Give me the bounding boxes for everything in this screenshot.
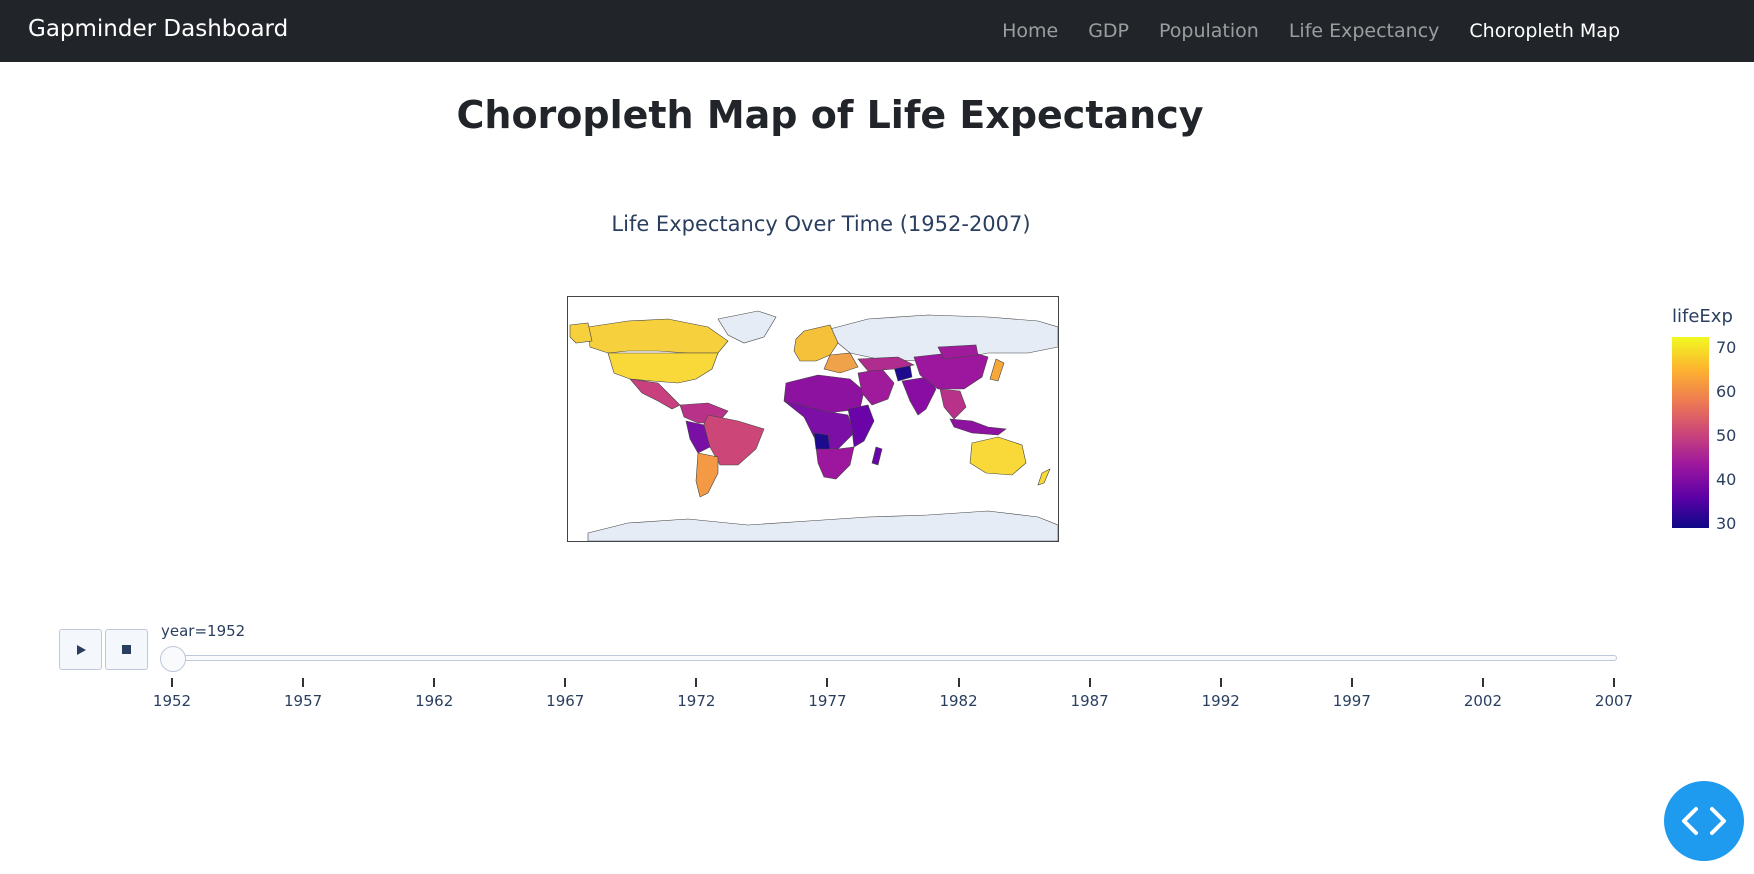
year-tick-mark	[433, 678, 436, 687]
year-tick-mark	[302, 678, 305, 687]
year-tick-label[interactable]: 1972	[677, 692, 716, 710]
country-middle-east[interactable]	[857, 368, 895, 406]
world-map-svg	[569, 310, 1058, 541]
play-button[interactable]	[59, 629, 102, 670]
play-icon	[76, 644, 86, 655]
page-title: Choropleth Map of Life Expectancy	[456, 93, 1204, 137]
country-peru-bolivia[interactable]	[685, 420, 711, 454]
nav-link-population[interactable]: Population	[1159, 20, 1259, 42]
year-tick-label[interactable]: 1962	[415, 692, 454, 710]
country-europe[interactable]	[793, 324, 839, 362]
year-tick-mark	[957, 678, 960, 687]
country-russia[interactable]	[829, 314, 1058, 362]
slider-current-value: year=1952	[161, 622, 246, 640]
country-australia[interactable]	[969, 436, 1027, 476]
country-new-zealand[interactable]	[1037, 468, 1051, 486]
year-tick-label[interactable]: 1957	[283, 692, 323, 710]
top-navbar: Gapminder Dashboard Home GDP Population …	[0, 0, 1754, 62]
country-southern-africa[interactable]	[815, 446, 855, 480]
year-tick-label[interactable]: 2002	[1463, 692, 1502, 710]
year-tick-mark	[826, 678, 829, 687]
colorbar	[1672, 337, 1709, 528]
year-tick-label[interactable]: 1987	[1070, 692, 1109, 710]
year-tick-label[interactable]: 1977	[808, 692, 847, 710]
year-slider-rail[interactable]	[160, 655, 1617, 661]
figure-title: Life Expectancy Over Time (1952-2007)	[611, 212, 1031, 236]
year-slider-handle[interactable]	[160, 646, 186, 672]
country-madagascar[interactable]	[871, 446, 883, 466]
country-eastern-europe[interactable]	[823, 352, 859, 374]
year-tick-mark	[695, 678, 698, 687]
nav-link-choropleth-map[interactable]: Choropleth Map	[1469, 20, 1620, 42]
country-alaska[interactable]	[569, 322, 593, 344]
year-tick-label[interactable]: 1982	[939, 692, 978, 710]
colorbar-title: lifeExp	[1672, 306, 1733, 327]
year-tick-mark	[1481, 678, 1484, 687]
country-greenland[interactable]	[717, 310, 777, 344]
year-tick-label[interactable]: 1992	[1201, 692, 1240, 710]
colorbar-tick: 40	[1716, 470, 1737, 489]
country-mongolia[interactable]	[937, 344, 979, 360]
year-tick-mark	[1219, 678, 1222, 687]
country-antarctica[interactable]	[587, 510, 1058, 541]
country-angola[interactable]	[813, 432, 831, 450]
country-japan[interactable]	[989, 358, 1005, 382]
country-southeast-asia[interactable]	[939, 388, 967, 420]
year-tick-label[interactable]: 2007	[1594, 692, 1634, 710]
nav-link-life-expectancy[interactable]: Life Expectancy	[1288, 20, 1440, 42]
stop-icon	[122, 645, 131, 654]
nav-links: Home GDP Population Life Expectancy Chor…	[972, 0, 1620, 62]
colorbar-tick: 50	[1716, 426, 1737, 445]
code-toggle-button[interactable]	[1664, 781, 1744, 861]
nav-link-gdp[interactable]: GDP	[1088, 20, 1129, 42]
country-indonesia[interactable]	[949, 418, 1007, 436]
country-canada[interactable]	[587, 318, 729, 354]
stop-button[interactable]	[105, 629, 148, 670]
country-argentina[interactable]	[695, 452, 719, 498]
year-tick-mark	[171, 678, 173, 687]
year-tick-mark	[1613, 678, 1615, 687]
navbar-brand[interactable]: Gapminder Dashboard	[28, 16, 289, 42]
year-tick-mark	[1350, 678, 1353, 687]
country-usa[interactable]	[607, 352, 719, 384]
year-tick-mark	[1088, 678, 1091, 687]
nav-link-home[interactable]: Home	[1002, 20, 1059, 42]
year-tick-label[interactable]: 1967	[546, 692, 585, 710]
colorbar-tick: 60	[1716, 382, 1737, 401]
country-east-africa[interactable]	[847, 404, 875, 448]
country-central-asia[interactable]	[857, 356, 915, 372]
colorbar-tick: 70	[1716, 338, 1737, 357]
year-tick-mark	[564, 678, 567, 687]
year-tick-label[interactable]: 1952	[152, 692, 192, 710]
year-tick-label[interactable]: 1997	[1332, 692, 1371, 710]
colorbar-tick: 30	[1716, 514, 1737, 533]
country-mexico[interactable]	[629, 378, 681, 410]
code-icon	[1682, 807, 1726, 835]
choropleth-map[interactable]	[567, 296, 1059, 542]
